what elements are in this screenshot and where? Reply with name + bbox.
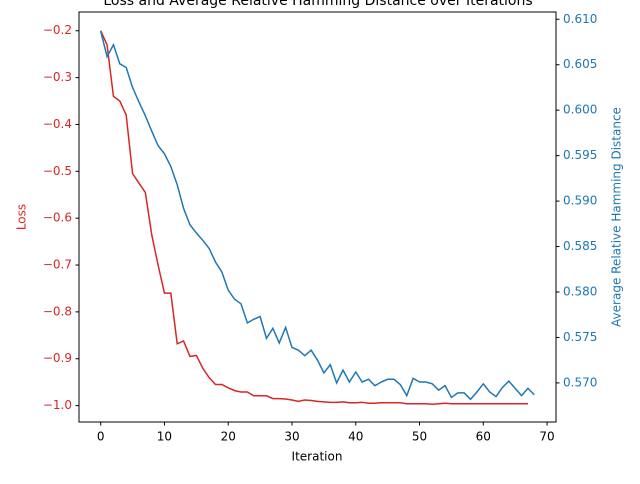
- series-line: [99, 30, 535, 401]
- x-tick-label: 60: [476, 430, 491, 444]
- y2-tick-label: 0.595: [563, 148, 597, 162]
- y2-tick-label: 0.600: [563, 103, 597, 117]
- y-axis-label: Loss: [15, 204, 29, 230]
- y2-tick-label: 0.580: [563, 285, 597, 299]
- y2-tick-label: 0.610: [563, 12, 597, 26]
- y-tick-label: −0.4: [43, 117, 72, 131]
- y-tick-label: −0.5: [43, 164, 72, 178]
- y2-tick-label: 0.605: [563, 57, 597, 71]
- series-line: [99, 30, 528, 405]
- x-axis-label: Iteration: [292, 450, 343, 464]
- y-tick-label: −0.2: [43, 23, 72, 37]
- chart-title: Loss and Average Relative Hamming Distan…: [103, 0, 532, 9]
- x-tick-label: 20: [221, 430, 236, 444]
- x-tick-label: 40: [348, 430, 363, 444]
- y2-tick-label: 0.575: [563, 330, 597, 344]
- x-tick-label: 30: [284, 430, 299, 444]
- y-tick-label: −0.6: [43, 211, 72, 225]
- x-tick-label: 10: [157, 430, 172, 444]
- y-tick-label: −0.7: [43, 258, 72, 272]
- y2-axis-label: Average Relative Hamming Distance: [610, 107, 624, 327]
- y-tick-label: −0.8: [43, 304, 72, 318]
- y-tick-label: −0.9: [43, 351, 72, 365]
- y2-tick-label: 0.570: [563, 375, 597, 389]
- x-tick-label: 50: [412, 430, 427, 444]
- y2-tick-label: 0.585: [563, 239, 597, 253]
- y-tick-label: −0.3: [43, 70, 72, 84]
- plot-frame: [78, 11, 557, 423]
- y2-tick-label: 0.590: [563, 194, 597, 208]
- x-tick-label: 0: [97, 430, 105, 444]
- y-tick-label: −1.0: [43, 398, 72, 412]
- x-tick-label: 70: [539, 430, 554, 444]
